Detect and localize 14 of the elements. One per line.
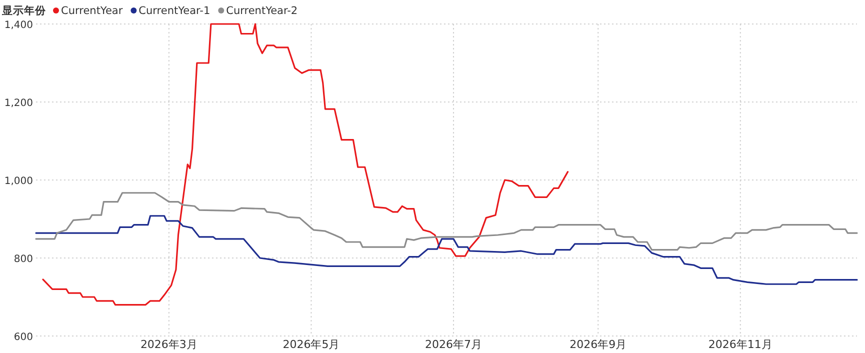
legend-label: CurrentYear [61,5,124,17]
legend-title: 显示年份 [1,4,47,17]
legend-label: CurrentYear-1 [138,5,210,17]
y-tick-label: 600 [14,332,33,343]
y-tick-label: 800 [14,254,33,265]
legend-label: CurrentYear-2 [226,5,298,17]
x-tick-label: 2026年9月 [570,338,627,351]
x-tick-label: 2026年5月 [282,338,340,351]
x-tick-label: 2026年3月 [140,338,198,351]
x-tick-label: 2026年11月 [708,338,772,351]
y-tick-label: 1,000 [4,176,33,187]
y-tick-label: 1,400 [4,20,33,31]
x-tick-label: 2026年7月 [424,338,482,351]
y-tick-label: 1,200 [4,98,33,109]
